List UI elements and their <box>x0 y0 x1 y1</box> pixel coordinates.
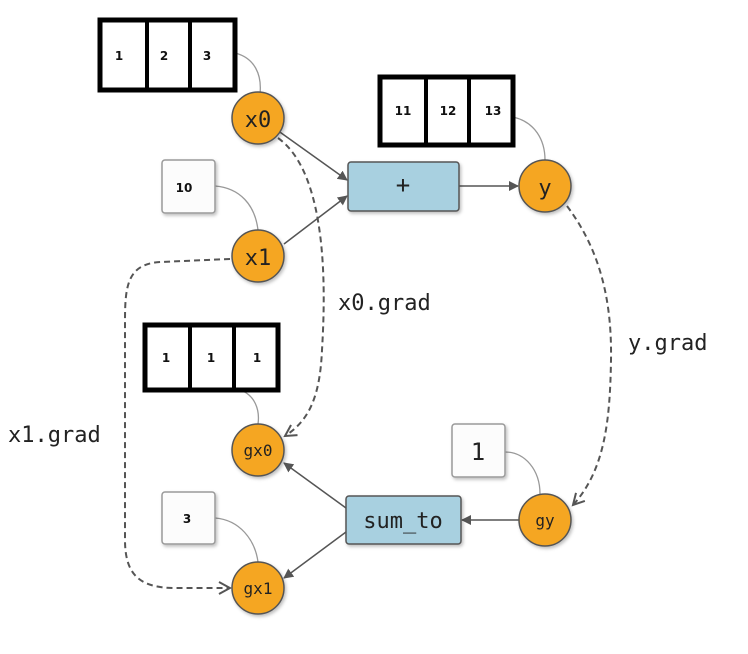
x1-node: x1 <box>231 229 285 283</box>
y-cell-0: 11 <box>395 104 412 118</box>
gy-node: gy <box>518 493 572 547</box>
x0-node-label: x0 <box>245 108 272 133</box>
gx0-node-label: gx0 <box>244 441 273 460</box>
x1-value-box: 10 <box>161 159 216 214</box>
x0-node: x0 <box>231 91 285 145</box>
add-op-label: + <box>396 171 410 199</box>
gx1-node-label: gx1 <box>244 579 273 598</box>
sum-to-op: sum_to <box>345 495 462 545</box>
gx0-cell-0: 1 <box>162 351 170 365</box>
gy-value-box: 1 <box>451 423 506 478</box>
edge-x1-add <box>283 195 348 245</box>
gy-node-label: gy <box>535 511 555 530</box>
x0-cell-1: 2 <box>160 49 168 63</box>
edge-x1-grad <box>124 258 230 588</box>
x1-node-label: x1 <box>245 246 272 271</box>
x0-grad-label: x0.grad <box>338 291 431 316</box>
gx0-cell-2: 1 <box>253 351 261 365</box>
x1-grad-label: x1.grad <box>8 423 101 448</box>
y-node: y <box>518 159 572 213</box>
gx0-array: 1 1 1 <box>142 322 281 393</box>
x1-value: 10 <box>176 181 193 195</box>
y-array: 11 12 13 <box>377 74 516 148</box>
grad-edges <box>124 137 613 588</box>
x0-array: 1 2 3 <box>97 17 238 93</box>
edge-x0-grad <box>277 137 325 436</box>
y-cell-1: 12 <box>440 104 457 118</box>
edge-sumto-gx0 <box>283 462 347 509</box>
gy-value: 1 <box>471 438 485 466</box>
edge-y-grad <box>566 205 613 505</box>
edge-sumto-gx1 <box>283 531 347 579</box>
y-grad-label: y.grad <box>628 331 707 356</box>
x0-cell-0: 1 <box>115 49 123 63</box>
add-op: + <box>347 161 460 212</box>
forward-edges <box>276 129 520 579</box>
y-cell-2: 13 <box>485 104 502 118</box>
y-node-label: y <box>538 176 551 201</box>
gx0-node: gx0 <box>231 423 285 477</box>
gx1-value: 3 <box>183 512 191 526</box>
gx1-value-box: 3 <box>161 491 216 545</box>
gx0-cell-1: 1 <box>207 351 215 365</box>
edge-x0-add <box>276 129 348 181</box>
sum-to-op-label: sum_to <box>363 509 442 534</box>
x0-cell-2: 3 <box>203 49 211 63</box>
gx1-node: gx1 <box>231 561 285 615</box>
